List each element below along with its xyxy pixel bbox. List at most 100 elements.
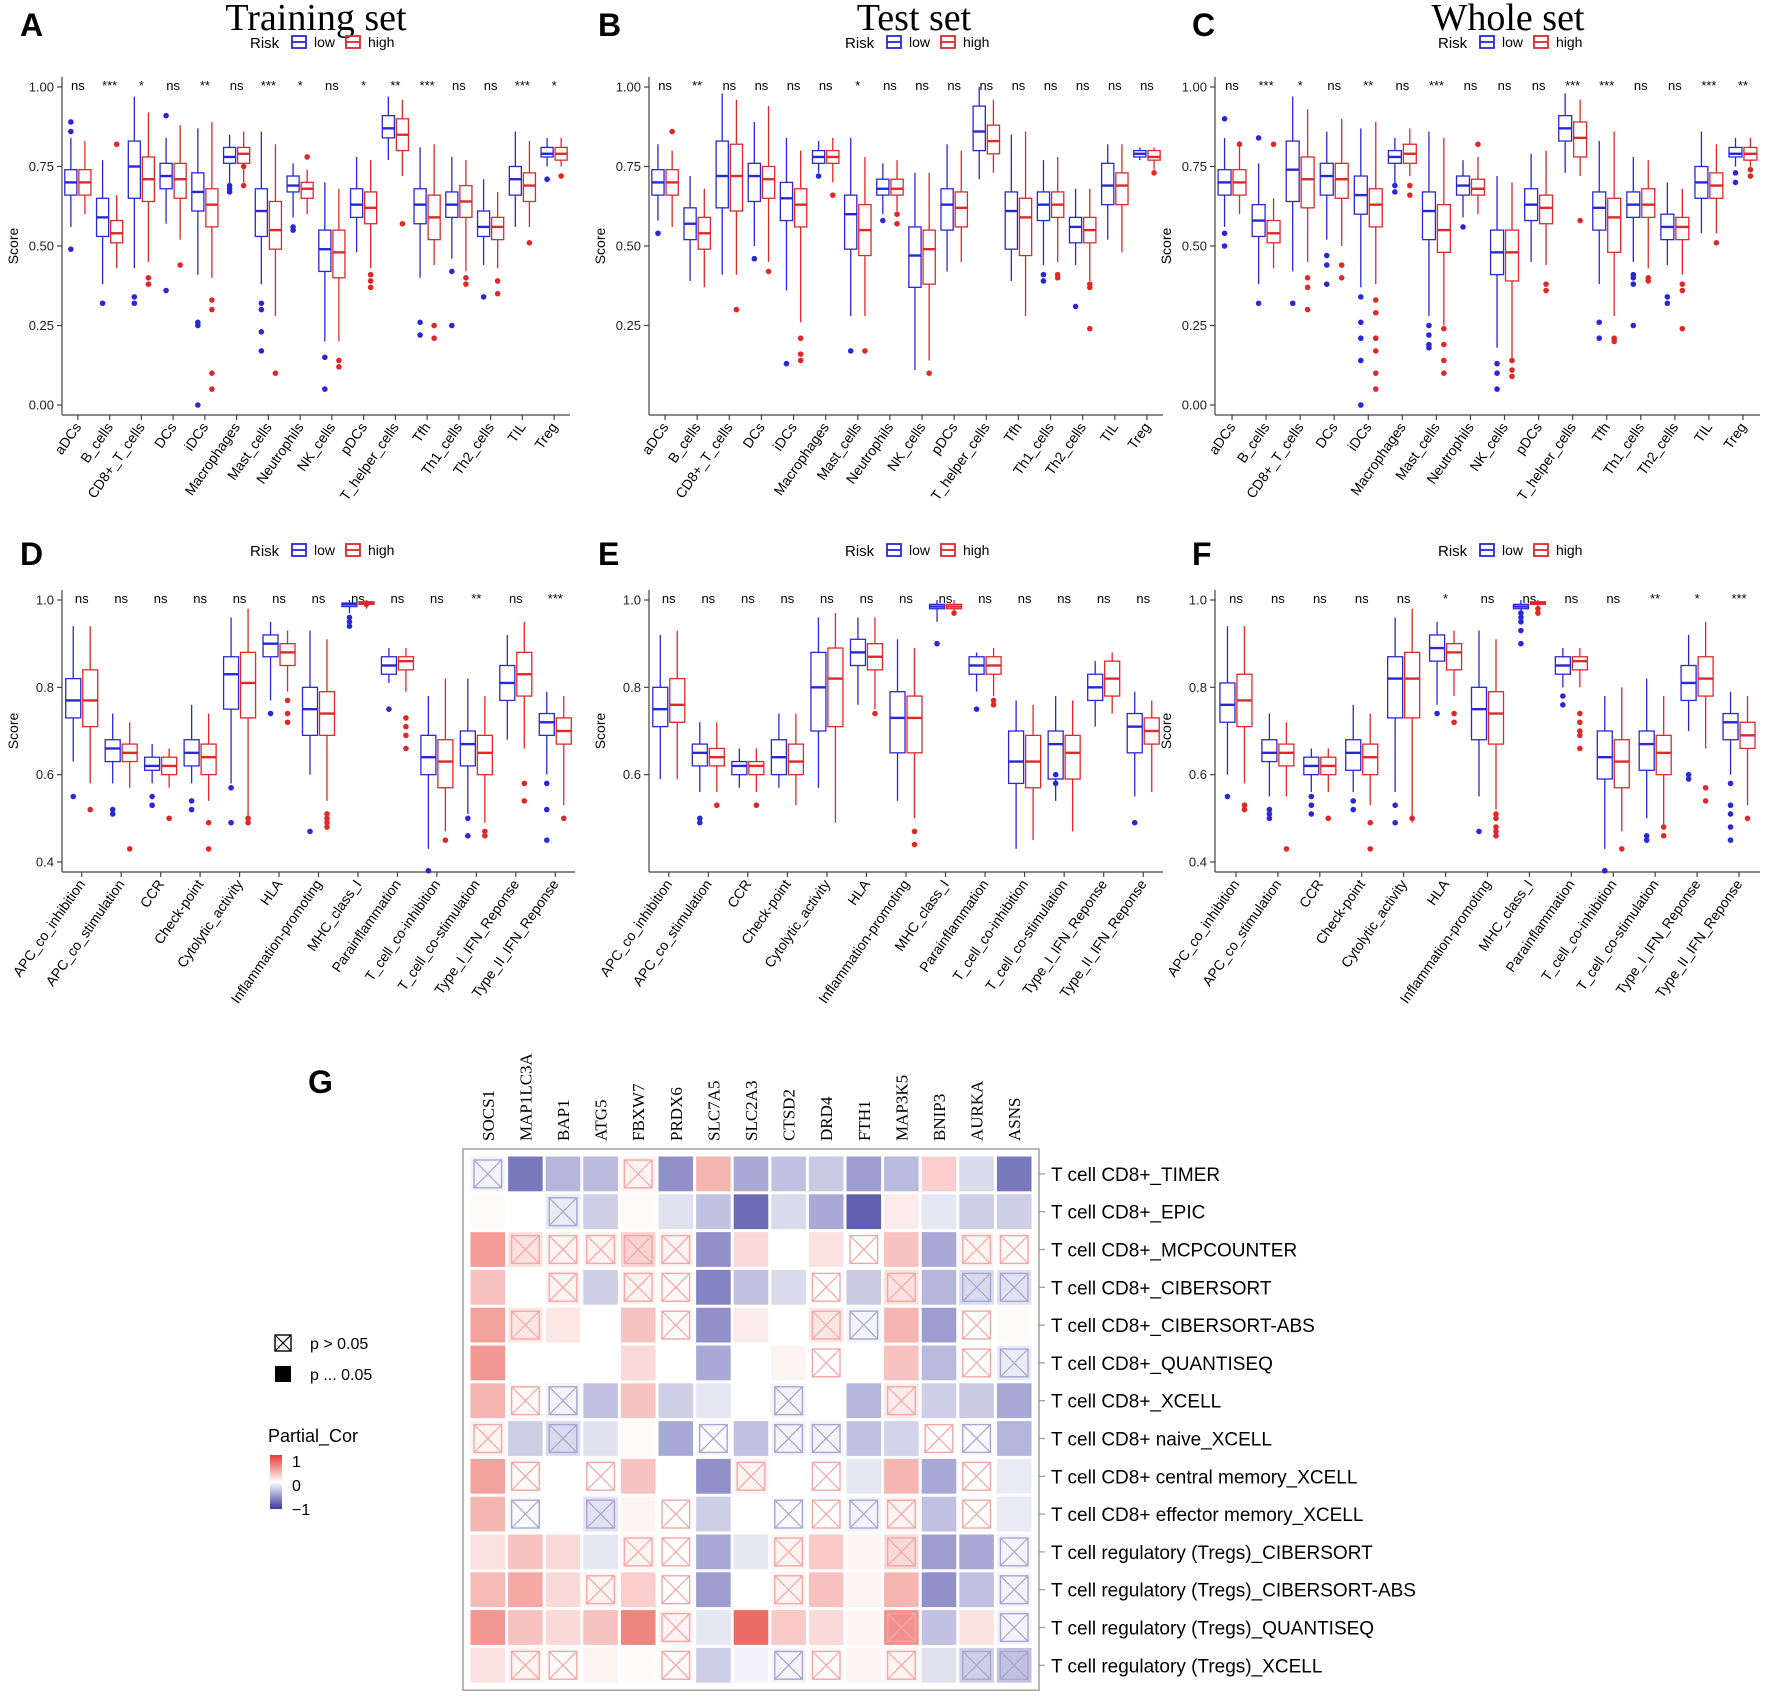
- nonsig-cross: [999, 1272, 1029, 1302]
- gene-label: MAP1LC3A: [516, 1052, 535, 1141]
- outlier-point: [346, 619, 353, 625]
- nonsig-marker: [811, 1272, 841, 1302]
- box-high: [985, 648, 1002, 708]
- outlier-point: [205, 819, 212, 826]
- y-tick-label: 1.0: [36, 593, 54, 608]
- box-high: [236, 131, 251, 189]
- box-body: [1100, 162, 1115, 206]
- nonsig-marker: [774, 1537, 804, 1567]
- color-tick-label: 1: [292, 1454, 301, 1471]
- outlier-point: [655, 230, 661, 237]
- heatmap-cell: [732, 1344, 770, 1382]
- box-low: [651, 144, 665, 237]
- heatmap-cell: [770, 1344, 807, 1382]
- box-body: [476, 210, 491, 238]
- nonsig-marker: [849, 1499, 879, 1529]
- box-body: [761, 165, 776, 199]
- category-group: iDCs **: [1344, 78, 1383, 454]
- heatmap-cell: [958, 1571, 995, 1609]
- outlier-point: [1451, 719, 1457, 726]
- box-low: [691, 722, 708, 826]
- box-high: [1266, 141, 1281, 269]
- category-group: APC_co_stimulation ns: [1199, 591, 1295, 989]
- outlier-point: [560, 815, 567, 822]
- heatmap-cell: [770, 1268, 807, 1306]
- outlier-point: [240, 182, 247, 189]
- box-body: [1697, 656, 1714, 697]
- heatmap-cell: [958, 1609, 995, 1646]
- heatmap-cell: [920, 1155, 958, 1193]
- outlier-point: [1747, 166, 1754, 173]
- heatmap-cell: [770, 1155, 807, 1193]
- box-low: [1455, 160, 1471, 230]
- box-body: [827, 647, 844, 728]
- nonsig-cross: [999, 1537, 1029, 1567]
- box-low: [413, 147, 427, 338]
- nonsig-cross: [774, 1537, 803, 1567]
- box-low: [222, 134, 237, 195]
- x-tick-label: iDCs: [770, 420, 801, 454]
- box-body: [1345, 739, 1362, 771]
- panel-G: G SOCS1 MAP1LC3A BAP1 ATG5 FBXW7 PRDX6 SLC7A5 SL…: [268, 1052, 1416, 1691]
- box-low: [476, 179, 491, 300]
- outlier-point: [1475, 141, 1481, 148]
- box-high: [268, 144, 283, 377]
- box-high: [787, 713, 805, 806]
- box-low: [183, 704, 200, 813]
- box-body: [1047, 730, 1064, 780]
- box-body: [1573, 121, 1588, 158]
- heatmap-cell: [958, 1193, 995, 1231]
- category-group: Type_II_IFN_Reponse***: [1652, 591, 1756, 1000]
- outlier-point: [1727, 780, 1734, 787]
- heatmap-cell: [732, 1420, 770, 1457]
- outlier-point: [1308, 811, 1315, 817]
- box-high: [318, 639, 336, 830]
- outlier-point: [1702, 798, 1709, 804]
- row-label: T cell regulatory (Tregs)_CIBERSORT-ABS: [1051, 1581, 1416, 1602]
- outlier-point: [1679, 287, 1686, 294]
- box-body: [1470, 686, 1488, 741]
- x-tick-label: pDCs: [927, 420, 960, 458]
- box-body: [747, 162, 762, 203]
- box-high: [459, 160, 473, 287]
- box-body: [109, 219, 124, 244]
- box-high: [516, 621, 533, 804]
- outlier-point: [1054, 275, 1061, 281]
- heatmap-cell: [469, 1495, 507, 1533]
- box-low: [928, 600, 946, 647]
- box-body: [127, 140, 142, 199]
- panel-F: F Risk low highScore0.40.60.81.0APC_co_inhi…: [1158, 536, 1760, 1006]
- significance-label: ns: [662, 591, 676, 606]
- heatmap-cell: [732, 1646, 770, 1684]
- heatmap-cell: [920, 1533, 958, 1571]
- heatmap-cell: [958, 1382, 995, 1420]
- heatmap-cell: [995, 1382, 1033, 1420]
- legend-nonsig-symbol: [274, 1334, 292, 1352]
- box-body: [222, 146, 237, 164]
- y-tick-label: 1.0: [1189, 593, 1207, 608]
- category-group: aDCs ns: [1205, 78, 1247, 457]
- heatmap-cell: [845, 1420, 883, 1457]
- x-tick-label: T_cell_co-inhibition: [1538, 877, 1620, 984]
- heatmap-cell: [619, 1420, 657, 1457]
- legend-p-le: p ... 0.05: [310, 1367, 372, 1384]
- heatmap-cell: [807, 1193, 845, 1231]
- box-body: [1538, 194, 1554, 225]
- heatmap-cell: [619, 1382, 657, 1420]
- outlier-point: [425, 867, 432, 874]
- box-body: [843, 194, 858, 250]
- box-body: [286, 175, 300, 193]
- heatmap-cell: [920, 1571, 958, 1609]
- box-body: [793, 188, 808, 228]
- outlier-point: [1679, 325, 1686, 332]
- nonsig-cross: [586, 1461, 615, 1491]
- outlier-point: [1372, 386, 1379, 392]
- nonsig-marker: [811, 1461, 841, 1491]
- heatmap-cell: [883, 1457, 920, 1495]
- nonsig-cross: [774, 1424, 803, 1453]
- box-high: [1362, 713, 1379, 852]
- nonsig-cross: [962, 1235, 991, 1264]
- outlier-point: [1323, 281, 1330, 287]
- box-low: [1387, 137, 1402, 195]
- box-low: [254, 131, 269, 354]
